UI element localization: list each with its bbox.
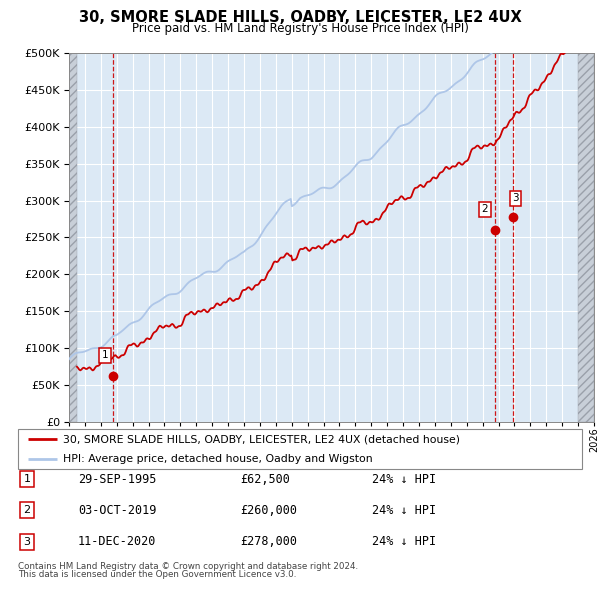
Text: 1: 1 [101,350,108,360]
Text: Price paid vs. HM Land Registry's House Price Index (HPI): Price paid vs. HM Land Registry's House … [131,22,469,35]
Text: 1: 1 [23,474,31,484]
Text: This data is licensed under the Open Government Licence v3.0.: This data is licensed under the Open Gov… [18,571,296,579]
Text: HPI: Average price, detached house, Oadby and Wigston: HPI: Average price, detached house, Oadb… [63,454,373,464]
Bar [578,53,594,422]
Text: £260,000: £260,000 [240,504,297,517]
FancyBboxPatch shape [18,429,582,469]
Text: 24% ↓ HPI: 24% ↓ HPI [372,473,436,486]
Text: 03-OCT-2019: 03-OCT-2019 [78,504,157,517]
Text: 2: 2 [482,205,488,214]
Text: 29-SEP-1995: 29-SEP-1995 [78,473,157,486]
Text: 11-DEC-2020: 11-DEC-2020 [78,535,157,548]
Text: Contains HM Land Registry data © Crown copyright and database right 2024.: Contains HM Land Registry data © Crown c… [18,562,358,571]
Bar [69,53,77,422]
Text: 3: 3 [23,537,31,546]
Text: 24% ↓ HPI: 24% ↓ HPI [372,535,436,548]
Text: £62,500: £62,500 [240,473,290,486]
Text: £278,000: £278,000 [240,535,297,548]
Text: 2: 2 [23,506,31,515]
Text: 24% ↓ HPI: 24% ↓ HPI [372,504,436,517]
Text: 30, SMORE SLADE HILLS, OADBY, LEICESTER, LE2 4UX (detached house): 30, SMORE SLADE HILLS, OADBY, LEICESTER,… [63,434,460,444]
Text: 30, SMORE SLADE HILLS, OADBY, LEICESTER, LE2 4UX: 30, SMORE SLADE HILLS, OADBY, LEICESTER,… [79,10,521,25]
Text: 3: 3 [512,194,519,204]
